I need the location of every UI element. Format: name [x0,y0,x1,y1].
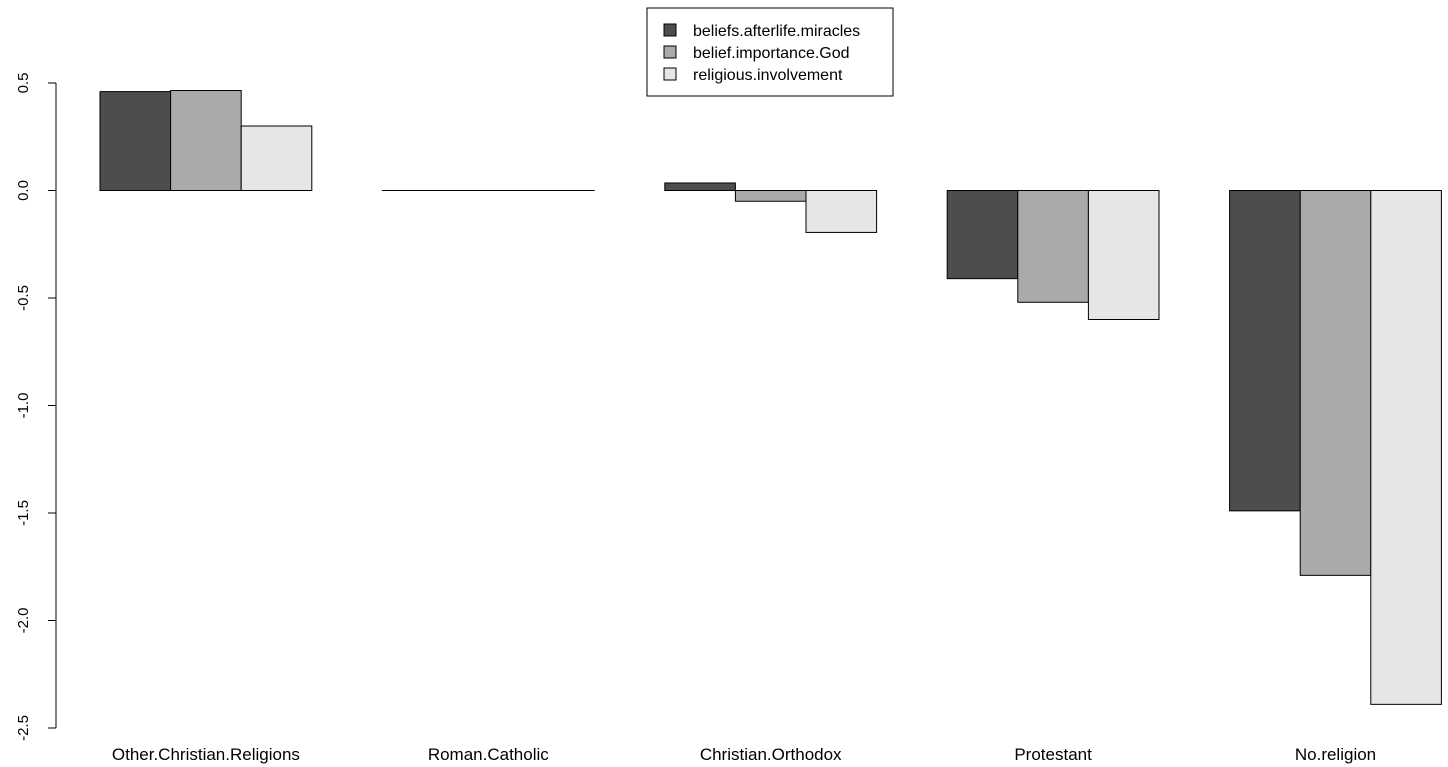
x-tick-label: Roman.Catholic [428,745,549,764]
bar [1299,190,1372,576]
y-axis: -2.5 -2.0 -1.5 -1.0 -0.5 0.0 0.5 [15,73,57,741]
y-tick-label: -1.0 [15,393,32,419]
bar [946,190,1019,280]
bar [664,182,736,192]
bar [240,125,313,191]
legend-label: religious.involvement [693,67,843,84]
bar [99,91,172,191]
bar [1229,190,1301,512]
x-tick-label: Protestant [1014,745,1092,764]
bar [1087,190,1160,320]
legend-swatch [663,23,677,37]
x-tick-label: Other.Christian.Religions [112,745,300,764]
bars [99,90,1442,705]
legend-swatch [663,67,677,81]
bar [734,190,807,202]
legend: beliefs.afterlife.miracles belief.importa… [646,7,894,97]
x-tick-label: No.religion [1295,745,1376,764]
bar [1370,190,1442,705]
x-tick-label: Christian.Orthodox [700,745,842,764]
x-axis-labels: Other.Christian.Religions Roman.Catholic C… [112,745,1376,764]
y-tick-label: -2.0 [15,608,32,634]
bar [805,190,878,233]
bar [170,90,242,191]
legend-label: belief.importance.God [693,45,850,62]
bar [1017,190,1089,303]
y-tick-label: -0.5 [15,285,32,311]
y-tick-label: -2.5 [15,715,32,741]
y-tick-label: 0.5 [15,73,32,94]
legend-box [646,7,894,97]
y-tick-label: -1.5 [15,500,32,526]
legend-swatch [663,45,677,59]
legend-label: beliefs.afterlife.miracles [693,23,860,40]
y-tick-label: 0.0 [15,180,32,201]
